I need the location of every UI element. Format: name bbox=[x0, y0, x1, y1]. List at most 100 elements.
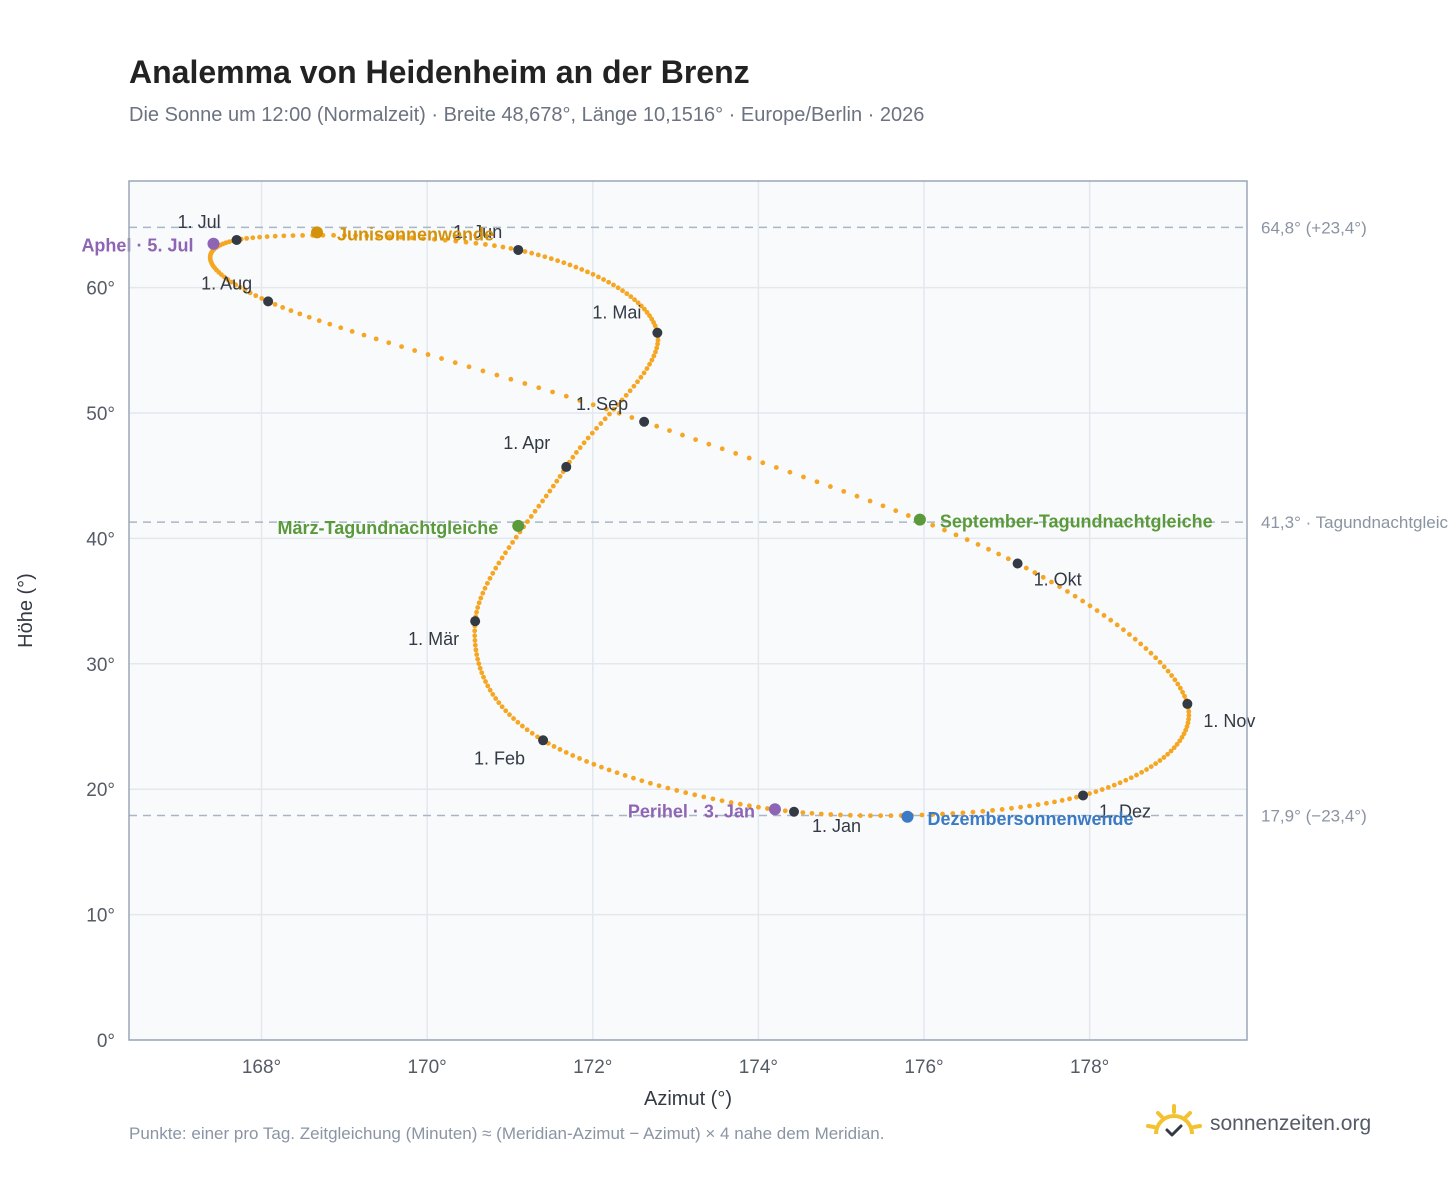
day-point bbox=[647, 780, 653, 786]
y-tick-label: 50° bbox=[86, 404, 115, 425]
day-point bbox=[573, 264, 579, 270]
day-point bbox=[472, 628, 478, 634]
day-point bbox=[746, 803, 752, 809]
day-point bbox=[472, 642, 478, 648]
axis-ticks: 168° 170° 172° 174° 176° 178° 0° 10° 20° 30° 40° 50… bbox=[86, 279, 1109, 1078]
day-point bbox=[737, 801, 743, 807]
day-point bbox=[756, 804, 761, 810]
day-point bbox=[1040, 574, 1046, 580]
day-point bbox=[680, 432, 685, 438]
day-point bbox=[290, 233, 296, 238]
day-point bbox=[1044, 800, 1049, 806]
day-point bbox=[513, 534, 519, 540]
day-point bbox=[272, 233, 278, 239]
day-point bbox=[1181, 731, 1187, 737]
day-point bbox=[508, 246, 514, 251]
day-point bbox=[606, 279, 612, 285]
day-point bbox=[930, 522, 936, 528]
day-point bbox=[577, 398, 583, 403]
day-point bbox=[528, 514, 534, 519]
day-point bbox=[710, 796, 716, 802]
day-point bbox=[1138, 641, 1144, 647]
day-point bbox=[247, 290, 253, 296]
day-point bbox=[1111, 782, 1117, 788]
day-point bbox=[1093, 789, 1099, 795]
event-point bbox=[207, 237, 220, 250]
day-point bbox=[493, 696, 499, 701]
day-point bbox=[281, 233, 287, 239]
day-point bbox=[591, 761, 597, 767]
month-label: 1. Jul bbox=[178, 212, 221, 232]
month-point bbox=[1012, 558, 1023, 569]
day-point bbox=[473, 647, 479, 653]
day-point bbox=[1105, 785, 1111, 790]
day-point bbox=[706, 441, 712, 447]
day-point bbox=[496, 560, 502, 566]
day-point bbox=[611, 282, 616, 288]
day-point bbox=[782, 808, 788, 814]
day-point bbox=[399, 344, 404, 350]
day-point bbox=[250, 235, 256, 241]
day-point bbox=[551, 744, 557, 749]
month-point bbox=[470, 616, 481, 627]
day-point bbox=[1161, 755, 1167, 760]
day-point bbox=[500, 244, 506, 250]
day-point bbox=[439, 356, 444, 361]
event-markers: Junisonnenwende März-Tagundnachtgleiche Se… bbox=[81, 224, 1212, 828]
day-point bbox=[674, 788, 680, 793]
day-point bbox=[507, 712, 512, 718]
day-point bbox=[525, 519, 530, 524]
day-point bbox=[1094, 608, 1100, 613]
month-label: 1. Jan bbox=[812, 816, 861, 836]
day-point bbox=[1171, 745, 1177, 751]
day-point bbox=[364, 233, 370, 239]
day-point bbox=[1177, 685, 1183, 691]
reference-line-label: 41,3° · Tagundnachtgleiche bbox=[1261, 513, 1448, 532]
day-point bbox=[1148, 650, 1154, 656]
day-point bbox=[522, 381, 528, 386]
day-point bbox=[888, 813, 894, 819]
day-point bbox=[550, 389, 555, 395]
day-point bbox=[635, 300, 641, 306]
event-label: September-Tagundnachtgleiche bbox=[940, 512, 1213, 532]
day-point bbox=[1168, 748, 1174, 754]
day-point bbox=[615, 402, 621, 408]
day-point bbox=[233, 282, 239, 288]
day-point bbox=[327, 321, 333, 327]
day-point bbox=[584, 758, 589, 764]
day-point bbox=[631, 775, 636, 781]
day-point bbox=[693, 437, 699, 443]
y-tick-label: 20° bbox=[86, 780, 115, 801]
day-point bbox=[1009, 805, 1014, 811]
day-point bbox=[510, 539, 515, 545]
day-point bbox=[425, 352, 431, 357]
day-point bbox=[253, 293, 259, 299]
day-point bbox=[950, 811, 956, 816]
day-point bbox=[1018, 804, 1024, 810]
day-point bbox=[641, 370, 647, 376]
day-point bbox=[656, 783, 662, 789]
day-point bbox=[880, 503, 886, 509]
day-point bbox=[692, 792, 698, 798]
month-point bbox=[1182, 698, 1193, 709]
month-point bbox=[231, 234, 242, 245]
day-point bbox=[1052, 799, 1057, 805]
day-point bbox=[809, 810, 815, 816]
y-tick-label: 30° bbox=[86, 655, 115, 676]
y-axis-label: Höhe (°) bbox=[15, 573, 37, 648]
day-point bbox=[480, 590, 486, 596]
day-point bbox=[540, 498, 545, 504]
brand[interactable]: sonnenzeiten.org bbox=[1146, 1104, 1371, 1144]
day-point bbox=[490, 692, 496, 697]
day-point bbox=[728, 800, 734, 805]
day-point bbox=[522, 249, 528, 254]
day-point bbox=[801, 474, 806, 480]
day-point bbox=[606, 767, 612, 773]
day-point bbox=[964, 537, 970, 543]
day-point bbox=[297, 311, 303, 317]
day-point bbox=[484, 580, 490, 586]
day-point bbox=[619, 397, 625, 403]
day-point bbox=[474, 609, 479, 615]
day-point bbox=[599, 764, 604, 770]
day-point bbox=[524, 727, 530, 733]
